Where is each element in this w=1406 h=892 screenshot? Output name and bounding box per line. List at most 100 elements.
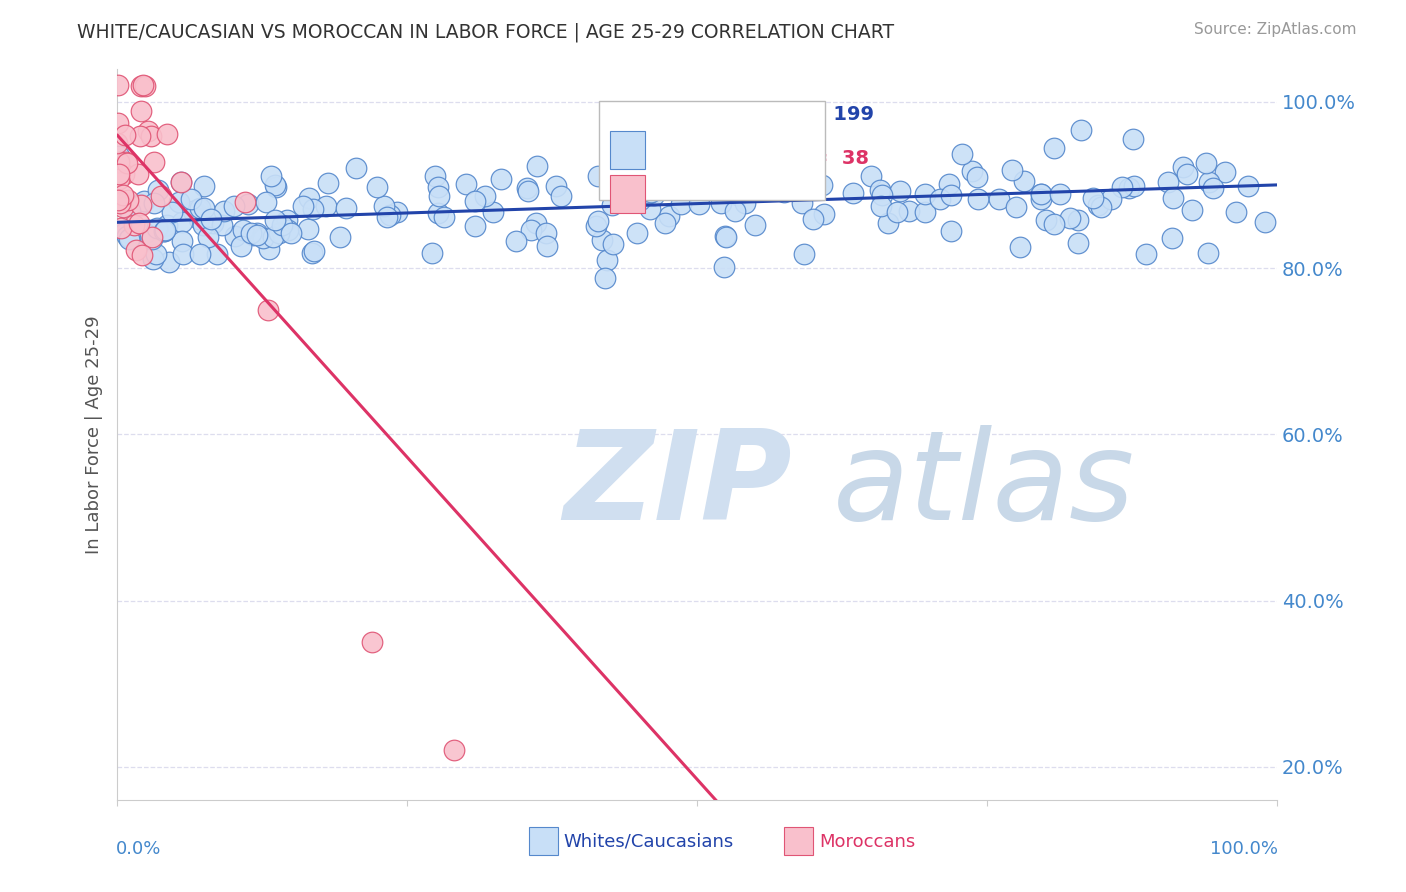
Point (142, 252, 165, 267)
Point (464, 194, 486, 208)
Point (724, 204, 747, 219)
Point (193, 178, 215, 193)
Point (276, 213, 298, 227)
Point (291, 199, 314, 213)
Point (1087, 198, 1109, 212)
Point (167, 194, 190, 209)
Point (134, 227, 156, 241)
Point (464, 219, 486, 233)
Point (120, 231, 142, 245)
Point (443, 743, 465, 757)
Point (129, 103, 152, 118)
Point (1197, 245, 1219, 260)
Point (420, 246, 443, 260)
Point (170, 215, 193, 229)
Point (107, 172, 129, 186)
Point (122, 218, 145, 232)
FancyBboxPatch shape (610, 131, 645, 169)
Point (387, 204, 409, 219)
Point (149, 188, 172, 202)
Point (115, 155, 138, 169)
Point (134, 78, 156, 93)
Text: Source: ZipAtlas.com: Source: ZipAtlas.com (1194, 22, 1357, 37)
Point (129, 78, 152, 93)
Point (482, 205, 505, 219)
Point (654, 216, 676, 230)
Point (1135, 247, 1157, 261)
Point (233, 194, 256, 209)
Point (212, 204, 235, 219)
Point (950, 146, 973, 161)
Point (128, 216, 150, 230)
Point (744, 218, 766, 232)
Point (734, 195, 756, 210)
Point (231, 239, 253, 253)
Point (184, 205, 207, 219)
Point (727, 188, 749, 202)
Point (201, 216, 224, 230)
Point (714, 229, 737, 244)
Point (427, 189, 450, 203)
Point (1175, 167, 1198, 181)
Point (139, 128, 162, 143)
Point (801, 212, 824, 227)
Point (115, 228, 138, 243)
Text: atlas: atlas (832, 425, 1135, 546)
Point (966, 192, 988, 206)
Point (1014, 174, 1036, 188)
Point (516, 180, 538, 194)
Point (585, 219, 607, 233)
Point (108, 154, 131, 169)
Point (302, 202, 325, 216)
Point (257, 302, 280, 317)
Point (118, 203, 141, 218)
Point (643, 188, 665, 202)
Point (536, 239, 558, 253)
Point (262, 229, 284, 244)
Point (524, 216, 547, 230)
Point (658, 209, 681, 223)
Point (141, 232, 163, 246)
Point (172, 246, 194, 260)
Point (200, 212, 222, 227)
Point (259, 242, 281, 256)
Point (1070, 123, 1092, 137)
Point (129, 198, 152, 212)
Point (236, 197, 259, 211)
Text: R = -0.655   N =  38: R = -0.655 N = 38 (654, 149, 869, 168)
Point (938, 177, 960, 191)
Point (1157, 175, 1180, 189)
Point (254, 194, 277, 209)
Point (842, 186, 865, 201)
FancyBboxPatch shape (529, 827, 558, 855)
Point (1195, 155, 1218, 169)
Point (1111, 179, 1133, 194)
Point (183, 203, 205, 218)
Point (638, 186, 661, 200)
Point (588, 169, 610, 184)
Point (156, 219, 179, 233)
Point (239, 227, 262, 241)
Point (191, 218, 214, 232)
Point (180, 192, 202, 206)
Point (1066, 235, 1088, 250)
Text: Moroccans: Moroccans (818, 833, 915, 851)
Point (127, 167, 149, 181)
Point (1122, 132, 1144, 146)
Point (145, 247, 167, 261)
Point (1081, 191, 1104, 205)
Point (669, 197, 692, 211)
Point (297, 222, 319, 236)
Point (143, 195, 166, 210)
Point (793, 247, 815, 261)
Point (211, 218, 233, 232)
Point (315, 199, 337, 213)
Point (136, 124, 159, 138)
Point (146, 221, 169, 235)
Text: R =  0.800   N = 199: R = 0.800 N = 199 (654, 105, 875, 124)
Point (710, 196, 733, 211)
Point (1225, 205, 1247, 219)
Point (988, 192, 1011, 206)
Point (870, 199, 893, 213)
Point (107, 194, 129, 208)
